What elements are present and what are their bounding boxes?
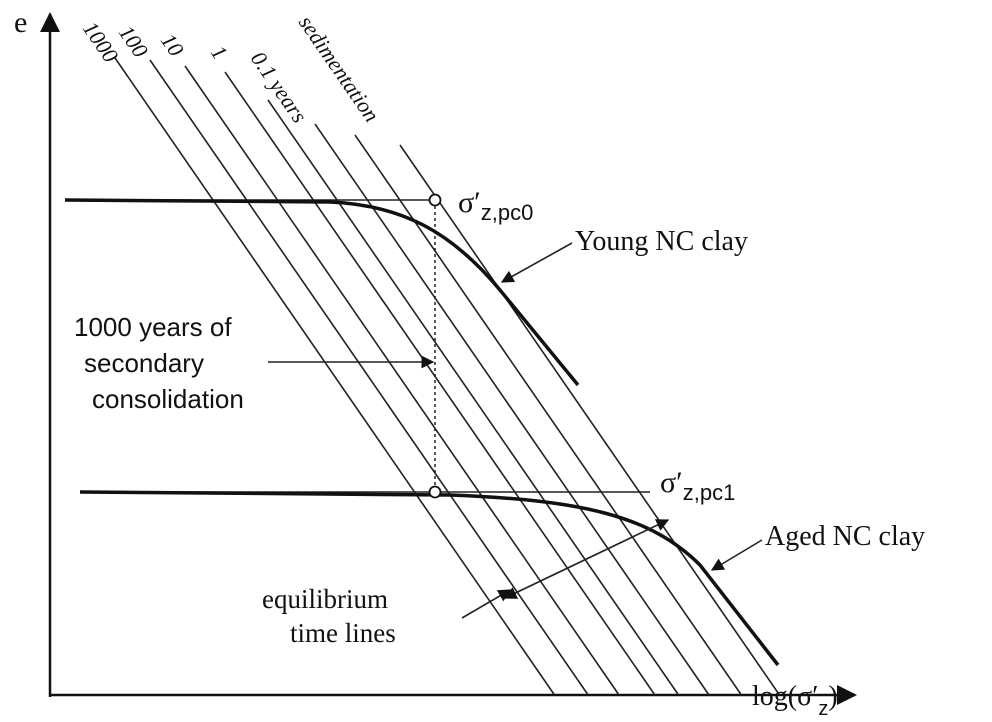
- aged-curve: [79, 490, 780, 667]
- arrow: [503, 519, 670, 599]
- arrow: [500, 242, 573, 283]
- arrow: [461, 589, 512, 619]
- annotation: time lines: [290, 618, 396, 648]
- time-line-label: 1: [206, 41, 233, 64]
- annotation: 1000 years of: [74, 312, 232, 342]
- time-line-label: 100: [114, 21, 153, 62]
- time-line-label: 10: [156, 29, 189, 61]
- curve-label: Aged NC clay: [765, 521, 925, 552]
- time-line: [314, 123, 710, 696]
- x-axis-label: log(σ′z): [752, 681, 838, 720]
- point: [428, 485, 442, 499]
- time-line: [354, 134, 743, 696]
- point-label: σ′z,pc0: [458, 186, 533, 225]
- curve-label: Young NC clay: [575, 226, 748, 257]
- annotation: consolidation: [92, 384, 244, 414]
- young-curve: [64, 198, 580, 387]
- y-axis-label: e: [14, 6, 27, 39]
- point: [428, 193, 442, 207]
- arrow: [710, 539, 763, 571]
- time-line: [184, 65, 620, 696]
- point-label: σ′z,pc1: [660, 466, 735, 505]
- annotation: secondary: [84, 348, 204, 378]
- annotation: equilibrium: [262, 584, 388, 614]
- time-line: [399, 144, 781, 696]
- time-line: [114, 57, 556, 696]
